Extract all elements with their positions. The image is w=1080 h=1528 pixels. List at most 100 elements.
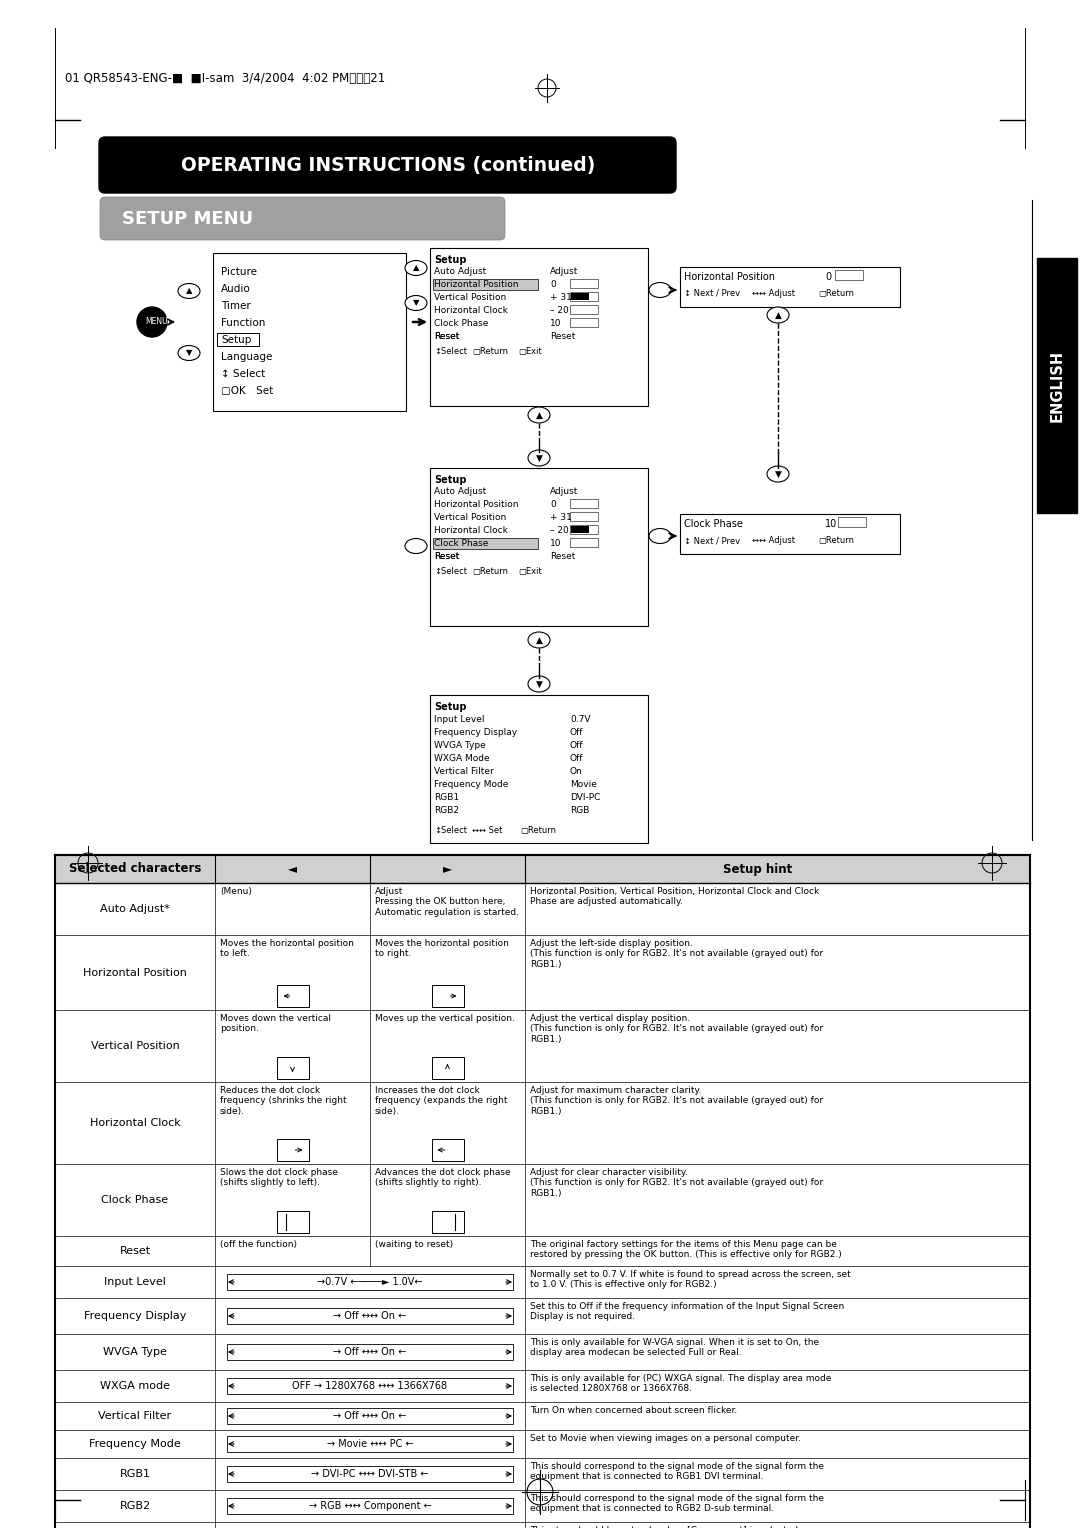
Ellipse shape [405,538,427,553]
Bar [276,1138,309,1161]
Text: ↔↔ Set: ↔↔ Set [472,827,502,834]
Text: Off: Off [570,727,583,736]
Text: DVI-PC: DVI-PC [570,793,600,802]
Text: Clock Phase: Clock Phase [102,1195,168,1206]
Bar [227,1308,513,1323]
Text: Setup: Setup [434,255,467,264]
Bar [571,526,589,533]
Text: Adjust: Adjust [550,267,579,277]
Text: ▢OK Set: ▢OK Set [221,387,273,396]
Text: WXGA Mode: WXGA Mode [434,753,489,762]
Text: ENGLISH: ENGLISH [1050,350,1065,422]
Text: 0: 0 [550,280,556,289]
Text: Reset: Reset [434,332,459,341]
Text: Frequency Display: Frequency Display [84,1311,186,1322]
Text: WVGA Type: WVGA Type [434,741,486,750]
Text: Clock Phase: Clock Phase [434,539,488,549]
Bar [227,1497,513,1514]
Ellipse shape [405,295,427,310]
Text: Adjust: Adjust [550,487,579,497]
Text: ↕Select: ↕Select [434,827,467,834]
Text: ↕ Next / Prev: ↕ Next / Prev [684,289,740,298]
Text: Frequency Display: Frequency Display [434,727,517,736]
Text: ▢Return: ▢Return [472,567,508,576]
Text: Normally set to 0.7 V. If white is found to spread across the screen, set
to 1.0: Normally set to 0.7 V. If white is found… [530,1270,851,1290]
Ellipse shape [528,633,550,648]
Text: Language: Language [221,351,272,362]
Text: Setup: Setup [434,701,467,712]
Bar [570,318,598,327]
Text: Moves the horizontal position
to left.: Moves the horizontal position to left. [220,940,354,958]
Text: ▼: ▼ [413,298,419,307]
Ellipse shape [178,345,200,361]
Text: Off: Off [570,753,583,762]
Text: Vertical Position: Vertical Position [434,293,507,303]
Bar [432,1138,463,1161]
Text: Reset: Reset [434,552,459,561]
Text: Input Level: Input Level [104,1277,166,1287]
Text: Adjust for maximum character clarity.
(This function is only for RGB2. It's not : Adjust for maximum character clarity. (T… [530,1086,823,1115]
Text: Adjust the vertical display position.
(This function is only for RGB2. It's not : Adjust the vertical display position. (T… [530,1015,823,1044]
Text: Off: Off [570,741,583,750]
Text: Horizontal Clock: Horizontal Clock [90,1118,180,1128]
Ellipse shape [767,307,789,322]
Bar [570,306,598,313]
Text: Reset: Reset [550,552,576,561]
Text: This should correspond to the signal mode of the signal form the
equipment that : This should correspond to the signal mod… [530,1462,824,1482]
Bar [430,468,648,626]
Text: 10: 10 [550,539,562,549]
Text: 0: 0 [550,500,556,509]
Bar [430,248,648,406]
Bar [227,1436,513,1452]
Text: Moves down the vertical
position.: Moves down the vertical position. [220,1015,330,1033]
Bar [838,516,866,527]
Text: – 20: – 20 [550,306,569,315]
Text: SETUP MENU: SETUP MENU [122,209,253,228]
Text: 0: 0 [825,272,832,283]
Bar [276,1057,309,1079]
Text: Slows the dot clock phase
(shifts slightly to left).: Slows the dot clock phase (shifts slight… [220,1167,338,1187]
Text: Turn On when concerned about screen flicker.: Turn On when concerned about screen flic… [530,1406,738,1415]
Ellipse shape [178,284,200,298]
Text: ▼: ▼ [186,348,192,358]
Ellipse shape [528,675,550,692]
Text: → RGB ↔↔ Component ←: → RGB ↔↔ Component ← [309,1500,431,1511]
Bar [570,538,598,547]
Text: Timer: Timer [221,301,251,312]
Text: Increases the dot clock
frequency (expands the right
side).: Increases the dot clock frequency (expan… [375,1086,508,1115]
Text: Horizontal Clock: Horizontal Clock [434,526,508,535]
Text: ↔↔ Adjust: ↔↔ Adjust [752,289,795,298]
Bar [680,267,900,307]
Ellipse shape [649,283,671,298]
Text: ↕Select: ↕Select [434,347,467,356]
Text: 0.7V: 0.7V [570,715,591,724]
Text: 01 QR58543-ENG-■  ■I-sam  3/4/2004  4:02 PMページ21: 01 QR58543-ENG-■ ■I-sam 3/4/2004 4:02 PM… [65,72,386,86]
Text: Auto Adjust: Auto Adjust [434,267,486,277]
Text: Frequency Mode: Frequency Mode [434,779,509,788]
Text: ▲: ▲ [536,636,542,645]
Ellipse shape [528,406,550,423]
Text: + 31: + 31 [550,513,572,523]
Text: Adjust for clear character visibility.
(This function is only for RGB2. It's not: Adjust for clear character visibility. (… [530,1167,823,1198]
Text: Adjust
Pressing the OK button here,
Automatic regulation is started.: Adjust Pressing the OK button here, Auto… [375,886,519,917]
Bar [227,1378,513,1394]
Text: Horizontal Position: Horizontal Position [434,500,518,509]
Text: ▢Exit: ▢Exit [518,347,542,356]
Text: → Off ↔↔ On ←: → Off ↔↔ On ← [334,1410,407,1421]
Ellipse shape [405,260,427,275]
Text: Horizontal Position, Vertical Position, Horizontal Clock and Clock
Phase are adj: Horizontal Position, Vertical Position, … [530,886,820,906]
Ellipse shape [767,466,789,481]
Text: Vertical Position: Vertical Position [434,513,507,523]
Bar [430,695,648,843]
Text: ↕ Next / Prev: ↕ Next / Prev [684,536,740,545]
Text: ↕Select: ↕Select [434,567,467,576]
Text: RGB1: RGB1 [120,1468,150,1479]
Text: Setup: Setup [221,335,252,345]
Bar [571,293,589,299]
Text: ▲: ▲ [186,287,192,295]
Text: ▲: ▲ [774,310,782,319]
Text: Auto Adjust*: Auto Adjust* [100,905,170,914]
Bar [570,292,598,301]
Bar [680,513,900,555]
Bar [432,1057,463,1079]
